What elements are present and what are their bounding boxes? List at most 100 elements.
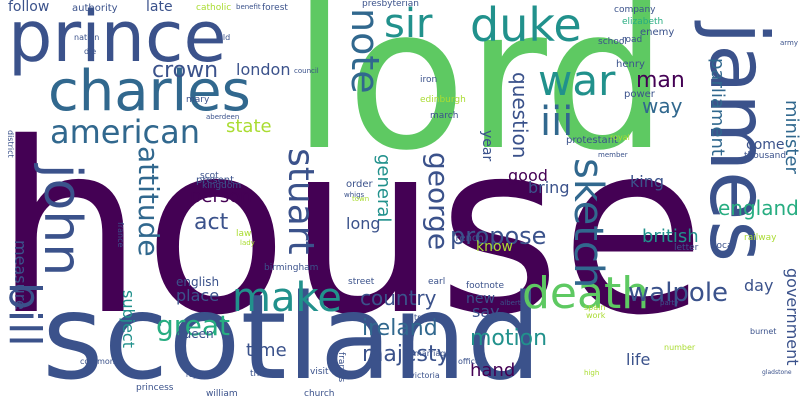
word-iron: iron <box>420 75 438 85</box>
word-say: say <box>472 302 500 321</box>
word-school: school <box>598 37 627 47</box>
word-aberdeen: aberdeen <box>206 113 240 121</box>
word-die: die <box>84 47 97 56</box>
word-benefit: benefit <box>236 3 261 11</box>
word-england: england <box>718 196 799 220</box>
word-american: american <box>50 113 200 151</box>
word-gladstone: gladstone <box>762 369 792 376</box>
word-duke: duke <box>470 0 582 52</box>
word-time: time <box>246 340 287 361</box>
word-railway: railway <box>744 233 777 243</box>
word-army: army <box>780 39 799 47</box>
word-old: old <box>218 33 231 42</box>
word-minister: minister <box>781 100 800 174</box>
word-victoria: victoria <box>410 371 440 380</box>
word-protestant: protestant <box>566 135 618 146</box>
word-iii: iii <box>540 99 574 145</box>
word-day: day <box>744 276 774 295</box>
word-officer: officer <box>458 357 484 366</box>
word-marriage: marriage <box>414 349 451 358</box>
word-elizabeth: elizabeth <box>622 17 664 27</box>
word-london: london <box>236 60 291 79</box>
word-francis: francis <box>336 352 346 383</box>
word-late: late <box>146 0 173 15</box>
word-state: state <box>226 116 272 137</box>
word-town: town <box>352 195 370 203</box>
word-company: company <box>614 5 656 15</box>
word-henry: henry <box>616 59 645 70</box>
word-think: think <box>250 369 273 379</box>
word-government: government <box>783 268 800 366</box>
word-walpole: walpole <box>628 278 729 308</box>
word-subject: subject <box>119 290 138 348</box>
word-long: long <box>346 214 381 233</box>
word-follow: follow <box>8 0 50 15</box>
word-sir: sir <box>384 1 433 47</box>
word-member: member <box>598 151 628 159</box>
word-forest: forest <box>262 3 288 13</box>
word-question: question <box>508 72 532 159</box>
word-high: high <box>584 369 600 377</box>
word-parliament: parliament <box>707 58 728 156</box>
word-france: france <box>116 222 125 248</box>
word-ireland: ireland <box>362 316 438 341</box>
word-council: council <box>294 67 319 75</box>
word-local: local <box>714 241 735 251</box>
word-visit: visit <box>310 367 329 377</box>
word-prince: prince <box>8 0 227 78</box>
word-whigs: whigs <box>344 191 365 199</box>
word-birmingham: birmingham <box>264 263 319 273</box>
word-majesty: majesty <box>362 342 450 367</box>
word-burnet: burnet <box>750 327 777 336</box>
word-kingdom: kingdom <box>202 181 242 191</box>
word-scotland: scotland <box>42 268 542 400</box>
word-lord: lord <box>292 0 668 194</box>
word-party: party <box>660 299 679 307</box>
word-place: place <box>176 286 220 305</box>
word-george: george <box>422 152 455 251</box>
word-life: life <box>626 350 651 369</box>
word-nation: nation <box>74 33 100 42</box>
word-king: king <box>630 172 665 191</box>
word-bring: bring <box>528 178 570 197</box>
word-present: present <box>196 175 235 186</box>
word-stuart: stuart <box>280 148 321 255</box>
word-act: act <box>194 210 229 235</box>
word-crown: crown <box>152 58 219 83</box>
word-good: good <box>508 166 548 185</box>
word-attitude: attitude <box>132 146 165 257</box>
word-number: number <box>664 343 696 352</box>
word-treaty: treaty <box>414 313 438 322</box>
word-commons: commons <box>80 357 120 366</box>
word-william: william <box>206 389 238 399</box>
word-make: make <box>232 275 342 321</box>
word-princess: princess <box>136 383 174 393</box>
word-queen: queen <box>176 327 214 341</box>
word-country: country <box>360 286 437 310</box>
word-spain: spain <box>584 303 606 312</box>
word-house: house <box>0 92 706 367</box>
word-power: power <box>624 89 655 100</box>
word-war: war <box>538 56 616 105</box>
word-march: march <box>430 111 459 121</box>
word-general: general <box>373 154 394 223</box>
word-british: british <box>642 226 699 247</box>
word-footnote: footnote <box>466 281 504 291</box>
word-man: man <box>636 68 685 93</box>
word-mary: mary <box>186 95 210 105</box>
word-sketch: sketch <box>565 158 611 289</box>
word-death: death <box>522 268 650 319</box>
word-come: come <box>746 137 785 153</box>
word-edinburgh: edinburgh <box>420 95 466 105</box>
word-year: year <box>479 130 495 162</box>
word-street: street <box>348 277 375 287</box>
word-john: john <box>32 164 92 277</box>
word-way: way <box>642 94 683 118</box>
word-presbyterian: presbyterian <box>362 0 419 9</box>
word-english: english <box>176 275 220 289</box>
word-motion: motion <box>470 326 548 351</box>
word-propose: propose <box>450 222 547 250</box>
word-note: note <box>343 8 387 94</box>
word-french: french <box>452 233 484 244</box>
